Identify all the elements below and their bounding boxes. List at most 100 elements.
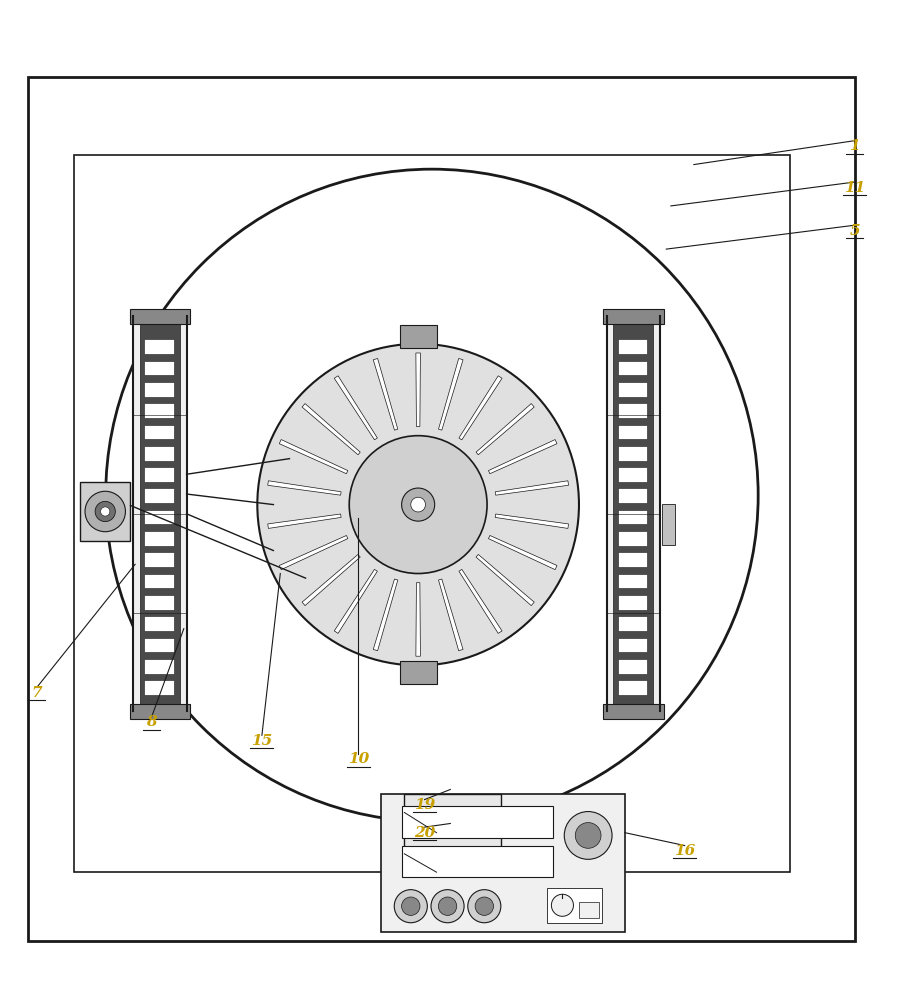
FancyBboxPatch shape	[144, 467, 174, 482]
Polygon shape	[373, 358, 398, 430]
Text: 11: 11	[844, 181, 866, 195]
FancyBboxPatch shape	[618, 446, 647, 461]
Text: 16: 16	[674, 844, 696, 858]
Circle shape	[551, 894, 573, 916]
FancyBboxPatch shape	[618, 638, 647, 652]
Circle shape	[411, 497, 425, 512]
FancyBboxPatch shape	[607, 316, 660, 711]
FancyBboxPatch shape	[402, 846, 553, 877]
Circle shape	[257, 344, 579, 665]
FancyBboxPatch shape	[618, 616, 647, 631]
FancyBboxPatch shape	[400, 325, 437, 348]
FancyBboxPatch shape	[144, 446, 174, 461]
FancyBboxPatch shape	[603, 309, 664, 324]
Text: 20: 20	[414, 826, 436, 840]
Text: 8: 8	[146, 715, 157, 729]
Text: 19: 19	[414, 798, 436, 812]
FancyBboxPatch shape	[579, 902, 599, 918]
FancyBboxPatch shape	[618, 425, 647, 439]
Polygon shape	[74, 155, 790, 872]
Polygon shape	[489, 535, 557, 570]
FancyBboxPatch shape	[144, 638, 174, 652]
FancyBboxPatch shape	[144, 659, 174, 674]
Polygon shape	[302, 404, 360, 455]
FancyBboxPatch shape	[144, 552, 174, 567]
FancyBboxPatch shape	[144, 425, 174, 439]
Polygon shape	[416, 583, 420, 656]
Text: 7: 7	[31, 686, 42, 700]
Polygon shape	[438, 358, 463, 430]
Circle shape	[438, 897, 457, 915]
FancyBboxPatch shape	[618, 531, 647, 546]
FancyBboxPatch shape	[402, 806, 553, 838]
FancyBboxPatch shape	[547, 888, 602, 923]
FancyBboxPatch shape	[618, 403, 647, 418]
FancyBboxPatch shape	[404, 794, 501, 872]
FancyBboxPatch shape	[144, 382, 174, 397]
Polygon shape	[416, 353, 420, 426]
FancyBboxPatch shape	[618, 595, 647, 610]
Text: 15: 15	[251, 734, 273, 748]
Polygon shape	[335, 376, 378, 440]
Circle shape	[475, 897, 494, 915]
Polygon shape	[267, 514, 341, 528]
Polygon shape	[495, 481, 569, 495]
Circle shape	[402, 897, 420, 915]
FancyBboxPatch shape	[618, 510, 647, 524]
FancyBboxPatch shape	[662, 504, 675, 545]
Text: 10: 10	[347, 752, 369, 766]
FancyBboxPatch shape	[618, 659, 647, 674]
FancyBboxPatch shape	[144, 531, 174, 546]
Text: 5: 5	[849, 224, 860, 238]
Polygon shape	[476, 404, 534, 455]
Circle shape	[394, 890, 427, 923]
Circle shape	[402, 488, 435, 521]
Polygon shape	[267, 481, 341, 495]
FancyBboxPatch shape	[144, 510, 174, 524]
Polygon shape	[495, 514, 569, 528]
FancyBboxPatch shape	[618, 467, 647, 482]
Polygon shape	[459, 376, 502, 440]
Circle shape	[85, 491, 125, 532]
FancyBboxPatch shape	[133, 316, 187, 711]
FancyBboxPatch shape	[144, 488, 174, 503]
Circle shape	[431, 890, 464, 923]
FancyBboxPatch shape	[144, 403, 174, 418]
Polygon shape	[373, 579, 398, 651]
FancyBboxPatch shape	[144, 616, 174, 631]
FancyBboxPatch shape	[618, 574, 647, 588]
FancyBboxPatch shape	[618, 361, 647, 375]
FancyBboxPatch shape	[144, 680, 174, 695]
FancyBboxPatch shape	[80, 482, 130, 541]
Circle shape	[96, 501, 116, 522]
FancyBboxPatch shape	[130, 309, 190, 324]
FancyBboxPatch shape	[381, 794, 625, 932]
FancyBboxPatch shape	[140, 321, 180, 707]
FancyBboxPatch shape	[144, 339, 174, 354]
FancyBboxPatch shape	[618, 339, 647, 354]
Circle shape	[575, 823, 601, 848]
Circle shape	[468, 890, 501, 923]
Circle shape	[564, 812, 612, 859]
FancyBboxPatch shape	[618, 488, 647, 503]
Polygon shape	[335, 569, 378, 633]
Polygon shape	[438, 579, 463, 651]
FancyBboxPatch shape	[130, 704, 190, 719]
Polygon shape	[476, 554, 534, 606]
Polygon shape	[302, 554, 360, 606]
Text: 1: 1	[849, 139, 860, 153]
FancyBboxPatch shape	[603, 704, 664, 719]
Polygon shape	[489, 440, 557, 474]
FancyBboxPatch shape	[144, 595, 174, 610]
Polygon shape	[279, 535, 347, 570]
FancyBboxPatch shape	[144, 361, 174, 375]
Circle shape	[101, 507, 110, 516]
FancyBboxPatch shape	[144, 574, 174, 588]
FancyBboxPatch shape	[618, 680, 647, 695]
Polygon shape	[279, 440, 347, 474]
FancyBboxPatch shape	[618, 552, 647, 567]
FancyBboxPatch shape	[618, 382, 647, 397]
Polygon shape	[459, 569, 502, 633]
FancyBboxPatch shape	[400, 661, 437, 684]
FancyBboxPatch shape	[613, 321, 653, 707]
